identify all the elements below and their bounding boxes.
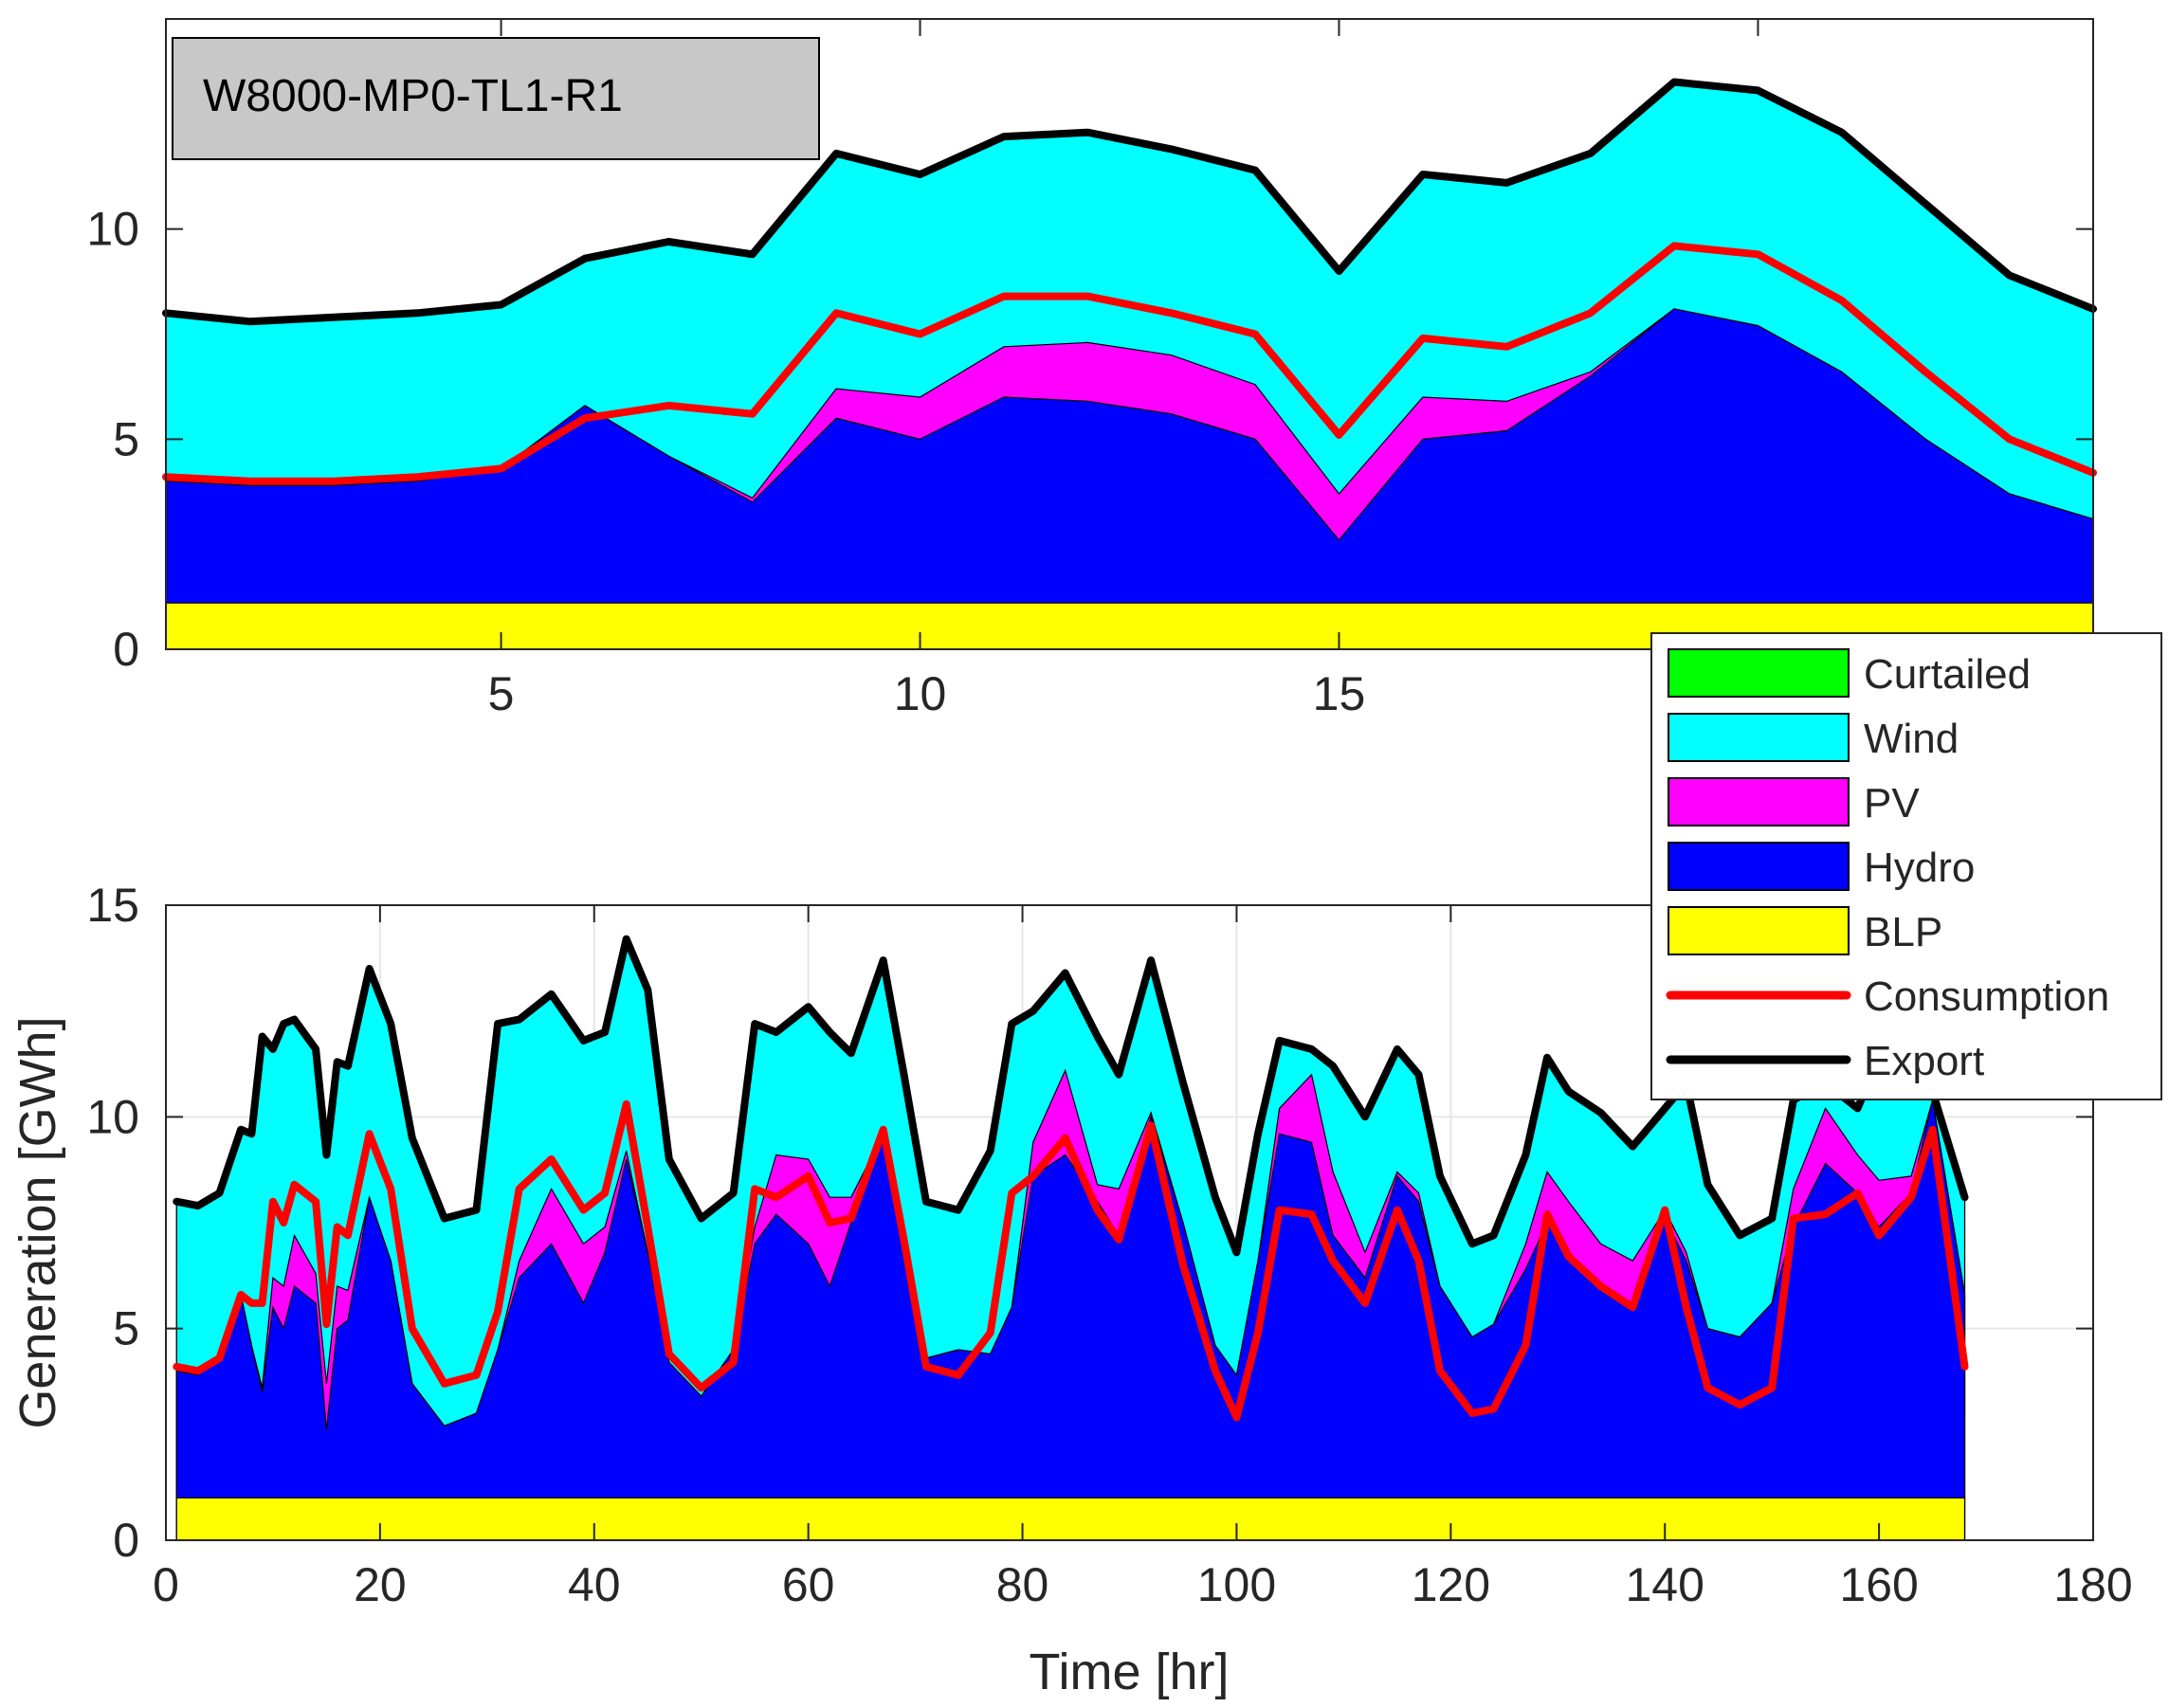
legend-label-curtailed: Curtailed (1864, 651, 2031, 698)
line-consumption (173, 1099, 1969, 1422)
legend-swatch-curtailed (1668, 648, 1850, 698)
legend-swatch-blp (1668, 906, 1850, 955)
area-blp (165, 602, 2094, 650)
x-tick-label: 5 (488, 667, 515, 720)
bottom-stacked-areas (175, 936, 1966, 1541)
legend-label-consumption: Consumption (1864, 973, 2109, 1020)
top-plot-frame (165, 18, 2094, 650)
legend-swatch-hydro (1668, 842, 1850, 891)
y-axis-label: Generation [GWh] (9, 1016, 66, 1428)
legend-label-blp: BLP (1864, 909, 1942, 955)
line-consumption (162, 242, 2097, 485)
bottom-chart: 0 20 40 60 80 100 120 140 160 180 0 5 10 15 Time [hr]… (9, 879, 2133, 1700)
legend-label-wind: Wind (1864, 716, 1959, 762)
chart-title: W8000-MP0-TL1-R1 (203, 71, 623, 121)
legend-items: Curtailed Wind PV Hydro BLP Consumption Export (1666, 648, 2109, 1084)
x-tick-label: 120 (1412, 1558, 1490, 1611)
legend-swatch-wind (1668, 713, 1850, 762)
area-blp (175, 1497, 1966, 1541)
y-tick-label: 10 (86, 203, 139, 256)
y-tick-label: 15 (86, 879, 139, 932)
y-tick-label: 5 (113, 412, 139, 465)
legend-swatch-pv (1668, 777, 1850, 827)
x-tick-label: 80 (996, 1558, 1049, 1611)
title-annotation: W8000-MP0-TL1-R1 (172, 37, 820, 160)
top-lines (162, 78, 2097, 485)
x-tick-label: 140 (1626, 1558, 1704, 1611)
x-axis-label: Time [hr] (1029, 1644, 1229, 1700)
title-annotation-box (172, 37, 820, 160)
x-tick-label: 0 (153, 1558, 179, 1611)
y-tick-label: 0 (113, 623, 139, 676)
bottom-ticks: 0 20 40 60 80 100 120 140 160 180 0 5 10 15 (86, 879, 2132, 1611)
x-tick-label: 100 (1197, 1558, 1276, 1611)
x-tick-label: 15 (1313, 667, 1366, 720)
x-tick-label: 10 (894, 667, 947, 720)
bottom-lines (173, 935, 1969, 1422)
x-tick-label: 20 (354, 1558, 407, 1611)
legend-label-hydro: Hydro (1864, 845, 1975, 891)
top-chart: 51015200510 W8000-MP0-TL1-R1 (86, 18, 2097, 720)
legend: Curtailed Wind PV Hydro BLP Consumption Export (1650, 632, 2162, 1100)
x-tick-label: 40 (568, 1558, 621, 1611)
y-tick-label: 5 (113, 1302, 139, 1355)
y-tick-label: 0 (113, 1514, 139, 1567)
legend-label-export: Export (1864, 1038, 1984, 1084)
x-tick-label: 160 (1839, 1558, 1918, 1611)
y-tick-label: 10 (86, 1090, 139, 1143)
line-export (162, 78, 2097, 326)
bottom-plot-frame (165, 904, 2094, 1541)
line-export (173, 935, 1969, 1257)
top-stacked-areas (165, 81, 2094, 650)
legend-label-pv: PV (1864, 780, 1920, 827)
x-tick-label: 180 (2053, 1558, 2132, 1611)
x-tick-label: 60 (782, 1558, 835, 1611)
